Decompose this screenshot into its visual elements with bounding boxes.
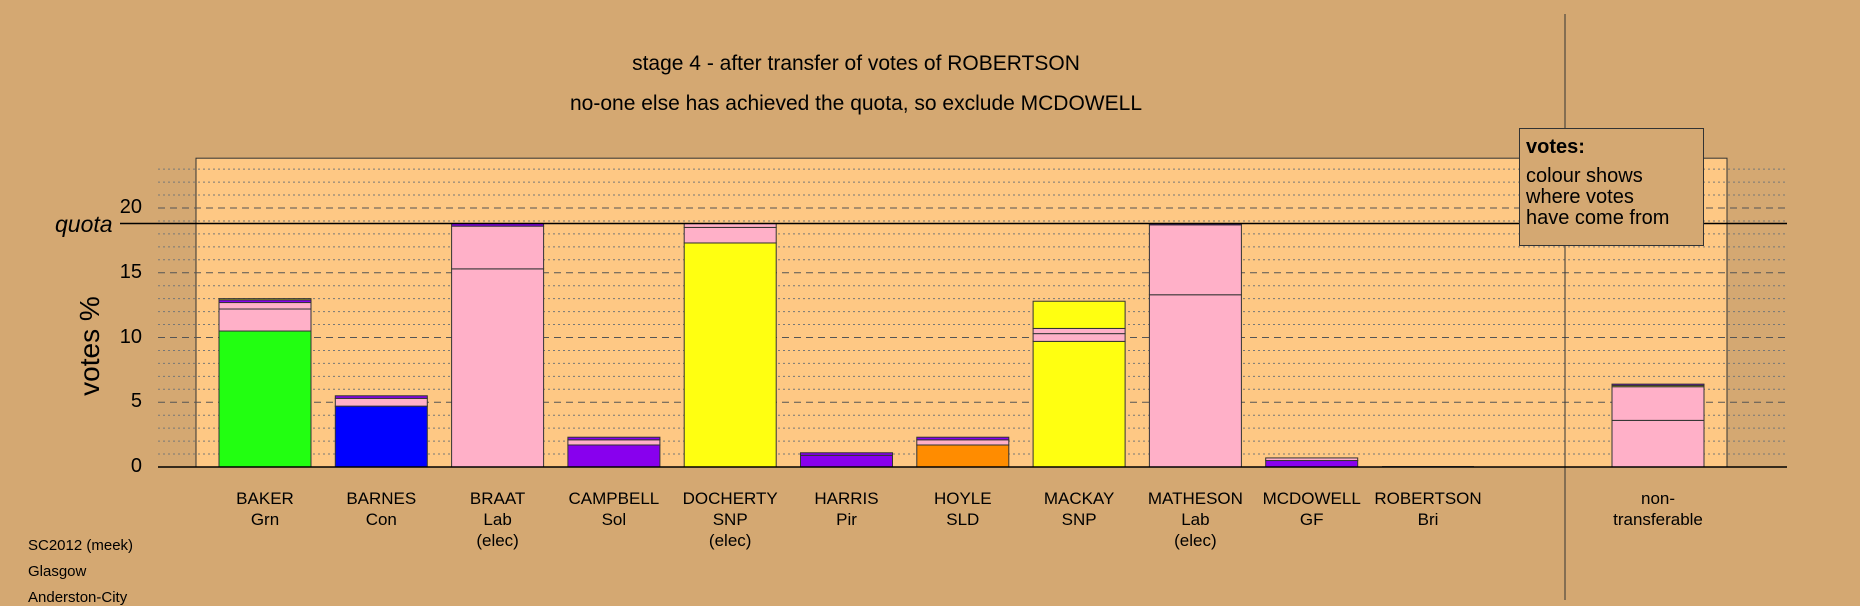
bar-mackay-segment bbox=[1032, 333, 1126, 342]
bar-harris-segment bbox=[800, 454, 893, 468]
quota-label: quota bbox=[55, 211, 113, 237]
bar-hoyle-segment bbox=[916, 439, 1010, 446]
bar-docherty-segment bbox=[683, 242, 777, 468]
bar-nontransferable-segment bbox=[1611, 419, 1705, 468]
candidate-baker-label: BAKER Grn bbox=[236, 489, 294, 529]
y-tick-label: 10 bbox=[119, 325, 142, 348]
candidate-mackay-label: MACKAY SNP bbox=[1043, 489, 1115, 529]
bar-braat-segment bbox=[451, 268, 545, 468]
bar-braat-segment bbox=[451, 225, 545, 270]
bar-mackay-segment bbox=[1032, 327, 1126, 335]
footer-method: SC2012 (meek) bbox=[28, 537, 134, 554]
bar-baker-segment bbox=[218, 308, 312, 332]
nontransferable-label: non-transferable bbox=[1613, 489, 1703, 529]
bar-mcdowell-segment bbox=[1265, 457, 1359, 462]
footer-council: Glasgow bbox=[28, 563, 87, 580]
chart-title: stage 4 - after transfer of votes of ROB… bbox=[632, 52, 1080, 75]
y-tick-label: 20 bbox=[119, 196, 142, 218]
candidate-mcdowell-label: MCDOWELL GF bbox=[1262, 489, 1361, 529]
bar-matheson-segment bbox=[1148, 224, 1242, 296]
bar-barnes-segment bbox=[334, 405, 428, 468]
bar-baker-segment bbox=[218, 298, 312, 301]
bar-harris-segment bbox=[800, 452, 893, 456]
bar-mackay-segment bbox=[1032, 300, 1126, 329]
bar-hoyle-segment bbox=[916, 436, 1010, 441]
y-tick-label: 5 bbox=[130, 390, 142, 413]
bar-barnes-segment bbox=[334, 395, 428, 399]
bar-campbell-segment bbox=[567, 444, 661, 468]
chart-subtitle: no-one else has achieved the quota, so e… bbox=[570, 92, 1142, 115]
candidate-robertson-label: ROBERTSON Bri bbox=[1374, 489, 1482, 529]
bar-hoyle-segment bbox=[916, 444, 1010, 468]
candidate-harris-label: HARRIS Pir bbox=[814, 489, 879, 529]
bar-barnes-segment bbox=[334, 397, 428, 407]
legend-title: votes: bbox=[1526, 136, 1585, 158]
candidate-braat-label: BRAAT Lab (elec) bbox=[469, 489, 526, 550]
bar-docherty-segment bbox=[683, 226, 777, 244]
bar-mcdowell-segment bbox=[1265, 460, 1359, 468]
candidate-hoyle-label: HOYLE SLD bbox=[933, 489, 992, 529]
bar-matheson-segment bbox=[1148, 294, 1242, 468]
legend-line: where votes bbox=[1526, 186, 1634, 208]
bar-campbell-segment bbox=[567, 439, 661, 446]
bar-mackay-segment bbox=[1032, 340, 1126, 468]
candidate-barnes-label: BARNES Con bbox=[346, 489, 417, 529]
footer-ward: Anderston-City bbox=[28, 589, 128, 606]
candidate-docherty-label: DOCHERTY SNP (elec) bbox=[682, 489, 778, 550]
legend-line: have come from bbox=[1526, 207, 1670, 229]
candidate-matheson-label: MATHESON Lab (elec) bbox=[1147, 489, 1243, 550]
bar-baker-segment bbox=[218, 330, 312, 468]
bar-baker-segment bbox=[218, 302, 312, 310]
y-tick-label: 15 bbox=[119, 260, 142, 283]
bar-nontransferable-segment bbox=[1611, 383, 1705, 386]
bar-nontransferable-segment bbox=[1611, 386, 1705, 421]
legend: votes: colour shows where votes have com… bbox=[1519, 128, 1704, 246]
bar-campbell-segment bbox=[567, 436, 661, 441]
legend-line: colour shows bbox=[1526, 165, 1643, 187]
y-tick-label: 0 bbox=[130, 455, 142, 477]
candidate-campbell-label: CAMPBELL Sol bbox=[568, 489, 660, 529]
